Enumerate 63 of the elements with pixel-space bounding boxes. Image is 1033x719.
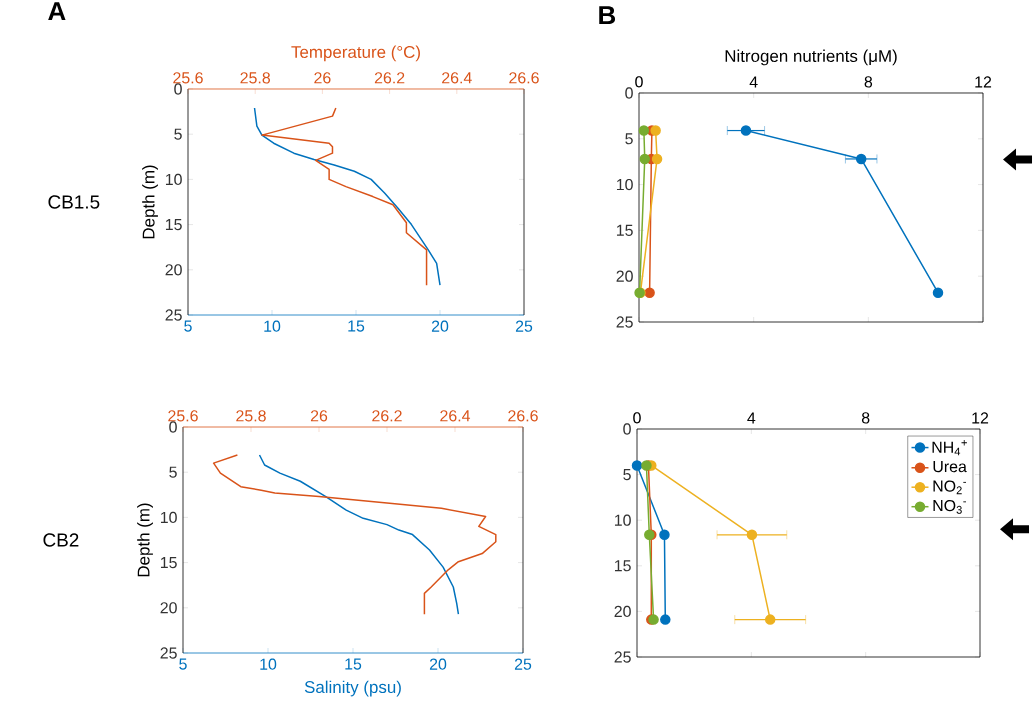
x2-tick-label: 25.8	[236, 410, 266, 422]
x-tick-label: 25	[514, 658, 532, 670]
x-tick-label: 5	[184, 320, 192, 332]
y-axis-title: Depth (m)	[137, 503, 153, 577]
y-tick-label: 15	[616, 224, 633, 236]
x-tick-label: 4	[749, 76, 758, 88]
y-tick-label: 20	[165, 264, 182, 276]
y-tick-label: 15	[165, 219, 182, 231]
chart-title: A	[48, 2, 66, 20]
text: CB1.5	[48, 195, 100, 209]
x-tick-label: 4	[747, 412, 756, 424]
x-tick-label: 12	[972, 412, 989, 424]
x-tick-label: 8	[861, 412, 870, 424]
x-axis-title: Nitrogen nutrients (μM)	[725, 49, 897, 66]
x-tick-label: 0	[635, 76, 643, 88]
y-tick-label: 15	[614, 560, 631, 572]
x-tick-label: 20	[429, 658, 447, 670]
y-axis-title: Depth (m)	[142, 165, 158, 239]
y-tick-label: 15	[160, 557, 177, 569]
x2-tick-label: 26.4	[440, 410, 471, 422]
x2-tick-label: 26.2	[372, 410, 402, 422]
x2-tick-label: 26.6	[509, 72, 539, 84]
y-tick-label: 20	[616, 270, 633, 282]
chart-title: B	[599, 6, 616, 24]
y-tick-label: 10	[160, 511, 177, 524]
x-tick-label: 25	[515, 320, 533, 332]
y-tick-label: 5	[625, 133, 633, 145]
y-tick-label: 0	[169, 421, 177, 433]
x-tick-label: 15	[348, 320, 365, 332]
y-tick-label: 10	[165, 173, 182, 186]
x2-tick-label: 25.6	[168, 410, 198, 422]
y-tick-label: 20	[614, 605, 631, 618]
y-tick-label: 20	[160, 602, 177, 614]
x2-tick-label: 26.4	[442, 72, 472, 84]
legend-label: NH$_{4}$+	[932, 440, 967, 456]
x-tick-label: 12	[975, 76, 992, 88]
x2-tick-label: 25.6	[173, 72, 203, 84]
y-tick-label: 5	[623, 469, 631, 481]
x2-tick-label: 26.2	[374, 72, 405, 84]
x-axis-title: Salinity (psu)	[304, 680, 401, 697]
x-tick-label: 15	[345, 658, 362, 670]
y-tick-label: 25	[165, 309, 182, 321]
x-tick-label: 8	[864, 76, 873, 88]
text: CB2	[43, 533, 79, 547]
legend-label: NO$_{2}$-	[933, 480, 967, 495]
y-tick-label: 10	[616, 178, 633, 191]
y-tick-label: 0	[623, 423, 631, 435]
y-tick-label: 10	[614, 514, 631, 526]
y-tick-label: 25	[160, 647, 177, 659]
x-tick-label: 10	[264, 320, 281, 332]
x-tick-label: 10	[260, 658, 277, 670]
x2-tick-label: 26	[310, 410, 328, 422]
legend-label: NO$_{3}$-	[933, 499, 967, 514]
x2-tick-label: 25.8	[240, 72, 271, 84]
y-tick-label: 5	[174, 128, 182, 140]
x2-axis-title: Temperature (°C)	[291, 45, 420, 62]
y-tick-label: 0	[625, 87, 633, 99]
x2-tick-label: 26.6	[508, 410, 538, 422]
x-tick-label: 0	[633, 412, 641, 424]
x2-tick-label: 26	[314, 72, 331, 84]
legend-label: Urea	[933, 461, 967, 473]
y-tick-label: 5	[169, 466, 177, 478]
x-tick-label: 20	[431, 320, 449, 332]
